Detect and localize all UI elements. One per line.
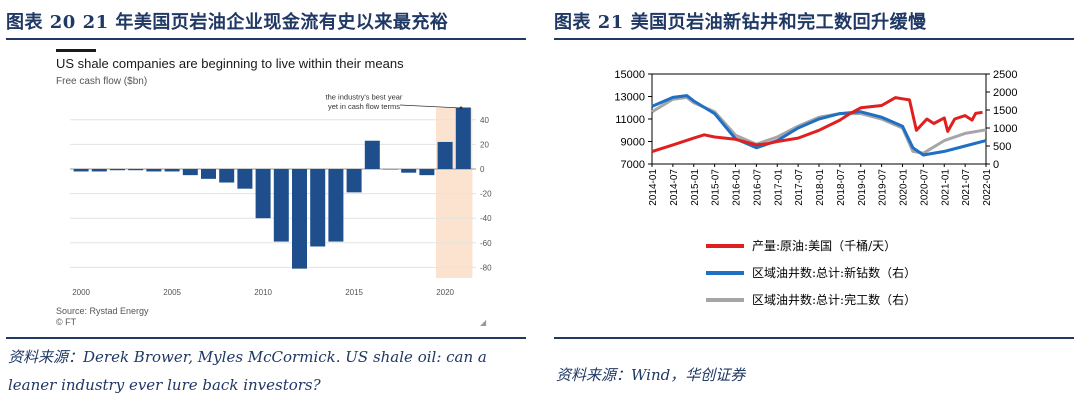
series-line-0 [651, 96, 983, 154]
x-tick-label: 2018-01 [815, 169, 826, 206]
x-tick-label: 2010 [254, 288, 272, 297]
x-tick-label: 2014-07 [669, 169, 680, 206]
annotation-line: yet in cash flow terms [328, 102, 400, 111]
x-tick-label: 2020-01 [899, 169, 910, 206]
bar-2019 [419, 169, 435, 176]
ft-source: Source: Rystad Energy [56, 306, 149, 316]
free-cash-flow-bar-chart: -80-60-40-200204020002005201020152020202… [70, 93, 492, 297]
y-tick-label: 0 [480, 165, 485, 174]
x-tick-label: 2015-07 [711, 169, 722, 206]
left-y-tick-label: 9000 [621, 137, 645, 149]
left-y-tick-label: 11000 [615, 114, 645, 126]
bar-2008 [219, 169, 235, 183]
x-tick-label: 2020-07 [919, 169, 930, 206]
ft-unit-label: Free cash flow ($bn) [56, 76, 148, 87]
figure-20-title: 图表 20 21 年美国页岩油企业现金流有史以来最充裕 [6, 12, 449, 33]
bar-2009 [237, 169, 253, 189]
right-y-tick-label: 500 [993, 141, 1011, 153]
bar-2006 [182, 169, 198, 176]
figure-20-panel: 图表 20 21 年美国页岩油企业现金流有史以来最充裕 US shale com… [0, 0, 532, 408]
bar-2014 [328, 169, 344, 242]
y-tick-label: -40 [480, 214, 492, 223]
y-tick-label: 40 [480, 116, 489, 125]
bar-2007 [201, 169, 216, 179]
y-tick-label: 20 [480, 140, 489, 149]
x-tick-label: 2019-07 [878, 169, 889, 206]
left-y-tick-label: 15000 [614, 69, 645, 81]
right-y-tick-label: 0 [993, 159, 999, 171]
bar-2018 [401, 169, 417, 173]
annotation-dot [459, 106, 463, 110]
x-tick-label: 2021-07 [961, 169, 972, 206]
left-y-tick-label: 13000 [614, 92, 645, 104]
caption-rule [554, 337, 1074, 339]
annotation-line: the industry's best year [326, 93, 403, 102]
legend-swatch-gray [706, 298, 744, 302]
y-tick-label: -20 [480, 190, 492, 199]
x-tick-label: 2020 [436, 288, 454, 297]
x-tick-label: 2016-07 [752, 169, 763, 206]
legend-swatch-red [706, 244, 744, 248]
caption-line-1: 资料来源：Derek Brower, Myles McCormick. US s… [8, 348, 487, 366]
y-tick-label: -60 [480, 239, 492, 248]
bar-2005 [164, 169, 180, 172]
bar-2017 [383, 169, 398, 170]
bar-2004 [146, 169, 162, 172]
bar-2015 [346, 169, 362, 193]
shale-wells-line-chart: 7000 9000 11000 13000 15000 0 500 1000 1500 2000 2… [614, 69, 1017, 206]
x-tick-label: 2022-01 [982, 169, 993, 206]
legend-swatch-blue [706, 271, 744, 275]
figure-21-title: 图表 21 美国页岩油新钻井和完工数回升缓慢 [554, 12, 927, 33]
legend-label-production: 产量:原油:美国（千桶/天） [752, 239, 897, 253]
x-tick-label: 2021-01 [940, 169, 951, 206]
legend-label-completed: 区域油井数:总计:完工数（右） [752, 293, 917, 307]
ft-chart-title: US shale companies are beginning to live… [56, 56, 404, 71]
ft-accent-bar [56, 49, 96, 52]
x-tick-label: 2016-01 [732, 169, 743, 206]
caption-line: 资料来源：Wind，华创证券 [556, 366, 746, 384]
y-tick-label: -80 [480, 263, 492, 272]
right-y-tick-label: 1000 [993, 123, 1017, 135]
bar-2021 [455, 107, 471, 169]
x-tick-label: 2014-01 [648, 169, 659, 206]
x-tick-label: 2019-01 [857, 169, 868, 206]
x-tick-label: 2015 [345, 288, 363, 297]
right-y-tick-label: 1500 [993, 105, 1017, 117]
bar-2010 [255, 169, 271, 219]
x-tick-label: 2017-07 [794, 169, 805, 206]
right-y-tick-label: 2000 [993, 87, 1017, 99]
bar-2001 [91, 169, 107, 172]
x-tick-label: 2005 [163, 288, 181, 297]
title-rule [554, 38, 1074, 40]
figure-21-panel: 图表 21 美国页岩油新钻井和完工数回升缓慢 7000 9000 11000 1300… [548, 0, 1080, 408]
bar-2000 [73, 169, 89, 172]
bar-2016 [364, 140, 380, 169]
bar-2002 [110, 169, 125, 171]
x-tick-label: 2018-07 [836, 169, 847, 206]
resize-handle-icon: ◢ [480, 318, 487, 327]
caption-rule [6, 337, 526, 339]
ft-copyright: © FT [56, 317, 77, 327]
right-y-tick-label: 2500 [993, 69, 1017, 81]
annotation-leader [399, 104, 462, 109]
left-y-tick-label: 7000 [621, 159, 645, 171]
series-line-1 [651, 94, 987, 157]
x-tick-label: 2017-01 [773, 169, 784, 206]
bar-2011 [273, 169, 289, 242]
x-tick-label: 2000 [72, 288, 90, 297]
bar-2012 [292, 169, 307, 269]
bar-2013 [310, 169, 326, 247]
legend-label-new-drilled: 区域油井数:总计:新钻数（右） [752, 266, 917, 280]
bar-2003 [128, 169, 144, 171]
caption-line-2: leaner industry ever lure back investors… [8, 376, 321, 394]
x-tick-label: 2015-01 [690, 169, 701, 206]
bar-2020 [437, 141, 453, 169]
title-rule [6, 38, 526, 40]
